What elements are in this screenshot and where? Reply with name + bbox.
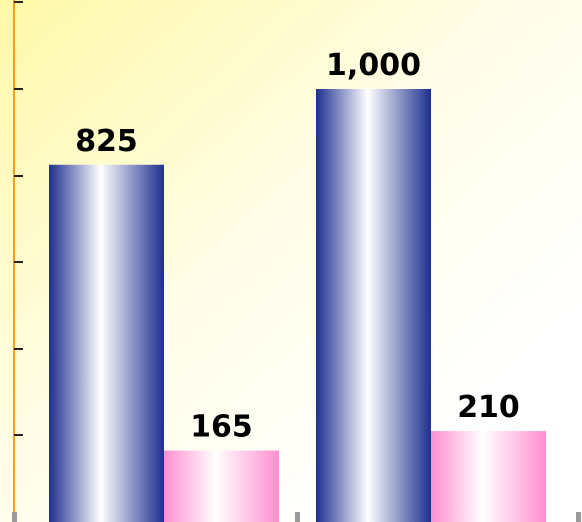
bar-series-0-group-0 bbox=[49, 164, 164, 522]
bar-series-0-group-1 bbox=[316, 89, 431, 522]
bar-series-1-group-1 bbox=[431, 431, 546, 522]
x-axis-tick bbox=[295, 512, 300, 522]
bar-series-1-group-0 bbox=[164, 450, 279, 522]
x-axis-tick bbox=[576, 512, 581, 522]
x-axis-tick bbox=[12, 512, 17, 522]
data-label: 1,000 bbox=[326, 48, 421, 83]
data-label: 210 bbox=[457, 390, 520, 425]
data-label: 165 bbox=[190, 410, 253, 445]
bars bbox=[49, 89, 546, 522]
data-label: 825 bbox=[75, 124, 138, 159]
y-axis bbox=[12, 0, 581, 522]
data-labels: 825 1,000 165 210 bbox=[75, 48, 520, 445]
